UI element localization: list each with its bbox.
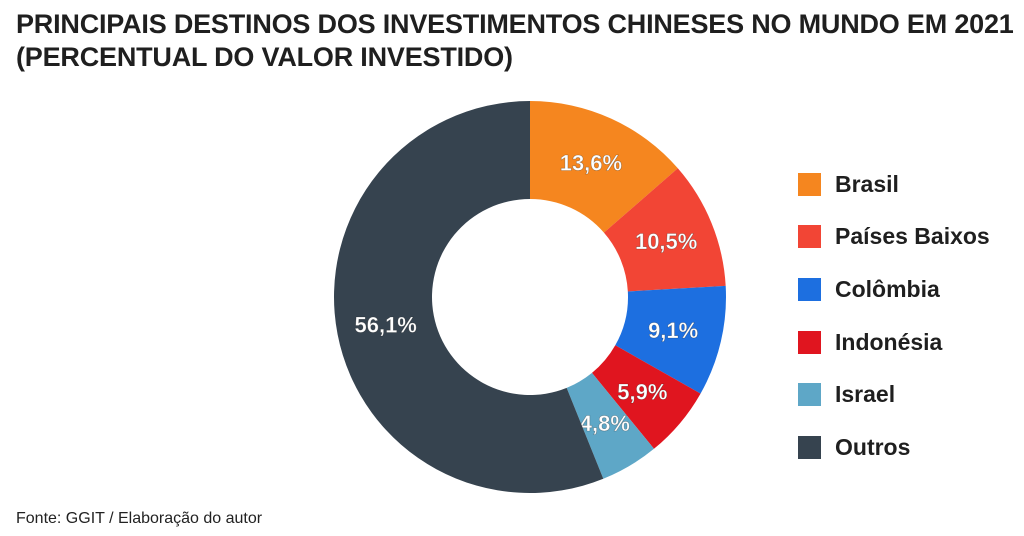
data-label-indonesia: 5,9% <box>617 379 667 404</box>
legend-label: Países Baixos <box>835 223 990 250</box>
data-label-paises-baixos: 10,5% <box>635 229 697 254</box>
legend-swatch <box>798 277 821 301</box>
legend-label: Indonésia <box>835 328 943 355</box>
chart-title-line-2: (PERCENTUAL DO VALOR INVESTIDO) <box>16 42 513 72</box>
legend-item-colombia: Colômbia <box>798 263 990 316</box>
legend-label: Colômbia <box>835 275 940 302</box>
data-label-israel: 4,8% <box>580 411 630 436</box>
data-label-outros: 56,1% <box>354 312 416 337</box>
legend-item-outros: Outros <box>798 421 990 474</box>
data-label-colombia: 9,1% <box>648 318 698 343</box>
legend-item-brasil: Brasil <box>798 158 990 211</box>
legend-swatch <box>798 383 821 407</box>
legend-swatch <box>798 330 821 354</box>
legend-item-indonesia: Indonésia <box>798 316 990 369</box>
slice-paises-baixos <box>603 168 726 292</box>
legend-swatch <box>798 172 821 196</box>
chart-title: PRINCIPAIS DESTINOS DOS INVESTIMENTOS CH… <box>16 8 1016 74</box>
legend-swatch <box>798 225 821 249</box>
slice-brasil <box>530 101 678 233</box>
legend-swatch <box>798 435 821 459</box>
legend-label: Israel <box>835 381 896 408</box>
chart-legend: Brasil Países Baixos Colômbia Indonésia Isra… <box>798 158 990 474</box>
slice-colombia <box>615 285 726 394</box>
slice-israel <box>566 372 654 479</box>
legend-label: Outros <box>835 433 911 460</box>
chart-title-line-1: PRINCIPAIS DESTINOS DOS INVESTIMENTOS CH… <box>16 9 1014 39</box>
source-note: Fonte: GGIT / Elaboração do autor <box>16 510 263 527</box>
legend-item-israel: Israel <box>798 368 990 421</box>
legend-item-paises-baixos: Países Baixos <box>798 211 990 264</box>
slice-indonesia <box>591 345 701 449</box>
data-label-brasil: 13,6% <box>560 151 622 176</box>
slice-outros <box>334 101 604 493</box>
legend-label: Brasil <box>835 170 899 197</box>
